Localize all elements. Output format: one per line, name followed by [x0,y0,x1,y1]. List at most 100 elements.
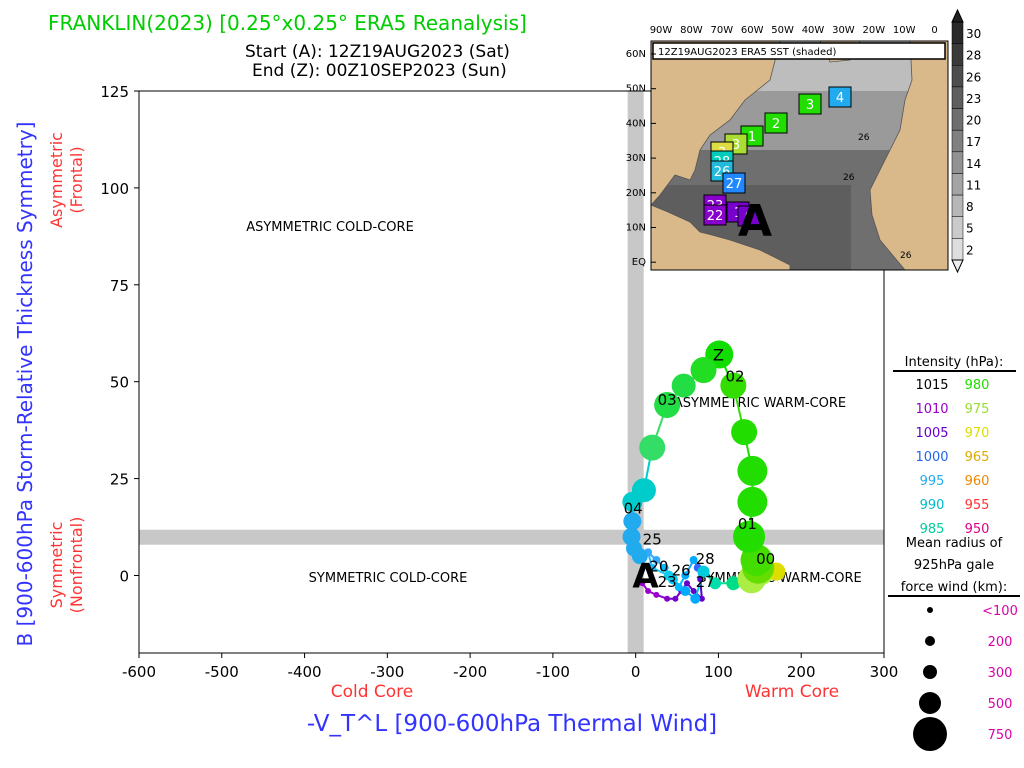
track-point [660,563,669,572]
inset-track-box [737,205,761,227]
radius-legend-dot [925,636,935,646]
colorbar-segment [951,151,964,174]
day-label: 04 [624,499,643,517]
start-time-label: Start (A): 12Z19AUG2023 (Sat) [245,42,510,62]
intensity-legend-value: 990 [920,498,945,513]
track-point [698,595,705,602]
intensity-legend-value: 955 [965,498,990,513]
colorbar-segment [951,21,964,44]
inset-track-box-label: 2 [772,117,780,132]
intensity-legend-title: Intensity (hPa): [905,355,1004,370]
colorbar-segment [951,86,964,109]
intensity-legend-value: 1005 [915,426,948,441]
y-tick-label: 100 [100,180,129,198]
intensity-legend-value: 950 [965,522,990,537]
x-tick-label: -100 [536,663,570,681]
inset-track-boxes: 432133282627232210 [703,86,852,227]
inset-lon-label: 70W [710,25,733,36]
y-lower-label-2: (Nonfrontal) [67,517,86,614]
horizontal-divider [139,529,884,545]
end-marker: Z [713,346,724,365]
inset-track-box [722,172,746,194]
colorbar-label: 20 [966,114,981,128]
x-tick-label: -500 [205,663,239,681]
radius-legend-title: force wind (km): [901,580,1007,595]
sst-colorbar: 30 28 26 23 20 17 14 11 8 5 2 [951,8,981,274]
day-label: 03 [658,391,677,409]
colorbar-label: 14 [966,157,981,171]
x-axis-title: -V_T^L [900-600hPa Thermal Wind] [307,711,717,737]
inset-lon-label: 20W [862,25,885,36]
day-label: 28 [696,550,715,568]
x-tick-label: -200 [453,663,487,681]
track-point [720,372,747,399]
inset-lon-label: 0 [931,25,937,36]
track-point [663,570,674,581]
track-point [652,555,661,564]
day-label: 27 [696,573,715,591]
intensity-legend-value: 975 [965,402,990,417]
day-label: 23 [658,573,677,591]
inset-lat-label: EQ [632,257,646,268]
track-layer [622,340,786,604]
inset-lon-label: 50W [771,25,794,36]
inset-track-box-label: 27 [726,177,743,192]
sst-contour-label: 26 [858,133,870,143]
inset-lat-label: 10N [626,223,646,234]
day-label: 20 [649,558,668,576]
inset-lon-label: 60W [741,25,764,36]
inset-lon-label: 80W [680,25,703,36]
track-point [726,576,741,591]
inset-lon-label: 10W [893,25,916,36]
x-tick-label: -300 [370,663,404,681]
track-point [689,555,698,564]
day-label: 26 [672,561,691,579]
inset-track-box [703,204,727,226]
intensity-legend-value: 965 [965,450,990,465]
track-point [690,593,701,604]
track-point [645,587,652,594]
sst-contour-label: 26 [900,251,912,261]
x-tick-label: -600 [122,663,156,681]
track-point [737,486,768,517]
intensity-legend-value: 1015 [915,378,948,393]
track-point [672,595,679,602]
inset-lat-label: 20N [626,188,646,199]
intensity-legend-value: 995 [920,474,945,489]
inset-lat-label: 50N [626,84,646,95]
track-point [690,587,697,594]
day-label: 02 [725,368,744,386]
colorbar-segment [951,238,964,261]
radius-legend-label: 500 [988,697,1013,712]
inset-lat-label: 30N [626,153,646,164]
day-label: 00 [756,550,775,568]
radius-legend-label: 750 [988,728,1013,743]
colorbar-label: 17 [966,135,981,149]
radius-legend-dot [927,607,933,613]
track-point [681,571,690,580]
inset-map: 12Z19AUG2023 ERA5 SST (shaded) 90W 80W 70W… [626,25,949,271]
radius-legend-label: <100 [982,604,1018,619]
inset-title: 12Z19AUG2023 ERA5 SST (shaded) [658,47,836,58]
x-tick-label: 200 [787,663,816,681]
y-upper-label-1: Asymmetric [47,132,66,228]
track-point [654,391,681,418]
intensity-legend-value: 1010 [915,402,948,417]
track-point [697,565,710,578]
colorbar-segment [951,108,964,131]
inset-lat-label: 40N [626,118,646,129]
inset-track-box [798,93,822,115]
track-point [697,576,704,583]
cold-core-label: Cold Core [331,682,414,702]
track-point [639,434,666,461]
x-tick-label: -400 [288,663,322,681]
day-label: 25 [643,530,662,548]
radius-legend-label: 200 [988,635,1013,650]
y-tick-label: 50 [110,374,129,392]
inset-track-box [828,86,852,108]
colorbar-segment [951,43,964,66]
colorbar-label: 23 [966,92,981,106]
track-point [709,577,722,590]
